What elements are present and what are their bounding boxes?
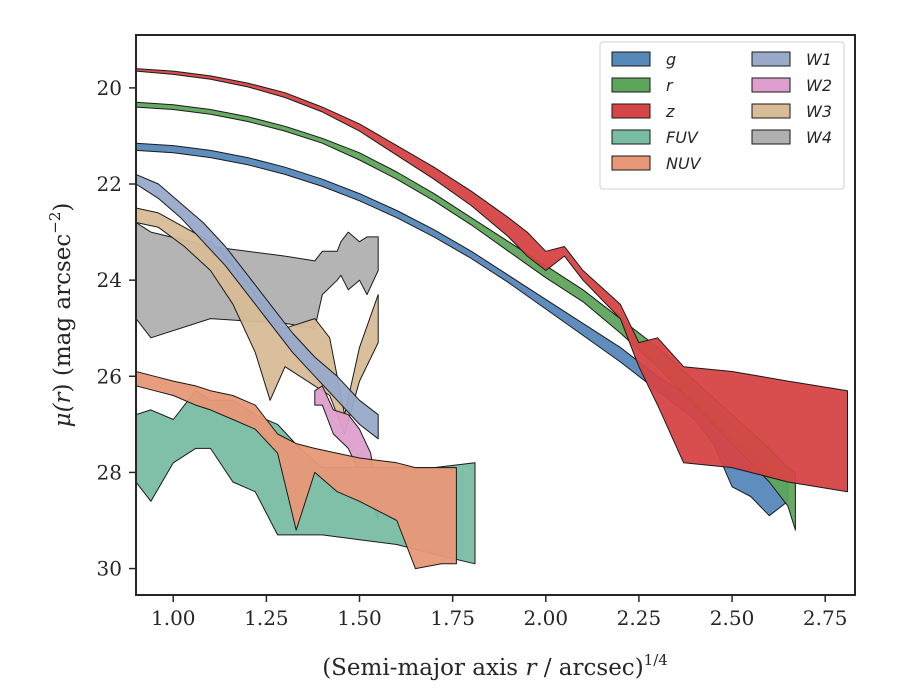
y-axis-label-exponent: −2 (46, 212, 64, 234)
x-tick-label: 1.25 (244, 606, 289, 630)
band-r (136, 101, 796, 531)
band-w1 (136, 173, 379, 440)
legend-item-nuv: NUV (611, 154, 702, 173)
legend-item-r: r (611, 76, 674, 95)
legend-swatch (751, 77, 791, 93)
y-axis-label-variable: r (50, 390, 76, 403)
x-axis-label-variable: r (525, 655, 538, 681)
legend-swatch (611, 77, 651, 93)
legend-label: W2 (806, 76, 832, 95)
legend-items: grz FUV NUV W1 W2 W3 W4 (611, 50, 832, 173)
legend-label: W1 (806, 50, 832, 69)
legend-swatch (611, 155, 651, 171)
y-axis-label: μ(r) (mag arcsec−2) (46, 203, 76, 428)
y-tick-label: 26 (97, 364, 122, 388)
x-tick-label: 2.75 (803, 606, 848, 630)
legend-label: NUV (666, 154, 702, 173)
x-tick-label: 2.25 (617, 606, 662, 630)
x-axis-label-exponent: 1/4 (644, 651, 668, 669)
legend-item-w2: W2 (751, 76, 832, 95)
band-z (136, 68, 848, 493)
legend-swatch (751, 129, 791, 145)
x-tick-label: 2.50 (710, 606, 755, 630)
y-axis-ticks: 20 22 24 26 28 30 (97, 76, 136, 581)
band-nuv (136, 371, 457, 570)
legend-label: g (666, 50, 676, 69)
x-axis-ticks: 1.00 1.25 1.50 1.75 2.00 2.25 2.50 2.75 (151, 595, 847, 630)
legend-label: W4 (806, 128, 832, 147)
y-tick-label: 20 (97, 76, 122, 100)
x-tick-label: 1.50 (337, 606, 382, 630)
legend-swatch (751, 103, 791, 119)
legend-swatch (611, 103, 651, 119)
legend-item-w4: W4 (751, 128, 832, 147)
legend-label: z (665, 102, 675, 121)
legend-item-w1: W1 (751, 50, 832, 69)
x-tick-label: 2.00 (524, 606, 569, 630)
legend-label: FUV (666, 128, 699, 147)
legend-swatch (611, 51, 651, 67)
x-tick-label: 1.00 (151, 606, 196, 630)
plot-frame (135, 34, 856, 596)
y-tick-label: 24 (97, 268, 122, 292)
band-profiles (136, 68, 848, 570)
legend-swatch (751, 51, 791, 67)
x-tick-label: 1.75 (430, 606, 475, 630)
legend-item-fuv: FUV (611, 128, 699, 147)
legend-item-z: z (611, 102, 675, 121)
legend-label: W3 (806, 102, 832, 121)
y-tick-label: 30 (97, 557, 122, 581)
y-tick-label: 22 (97, 172, 122, 196)
legend-label: r (666, 76, 674, 95)
legend-item-g: g (611, 50, 676, 69)
x-axis-label: (Semi-major axis r / arcsec)1/4 (322, 651, 668, 681)
legend-item-w3: W3 (751, 102, 832, 121)
legend-swatch (611, 129, 651, 145)
legend: grz FUV NUV W1 W2 W3 W4 (599, 41, 845, 190)
y-tick-label: 28 (97, 460, 122, 484)
